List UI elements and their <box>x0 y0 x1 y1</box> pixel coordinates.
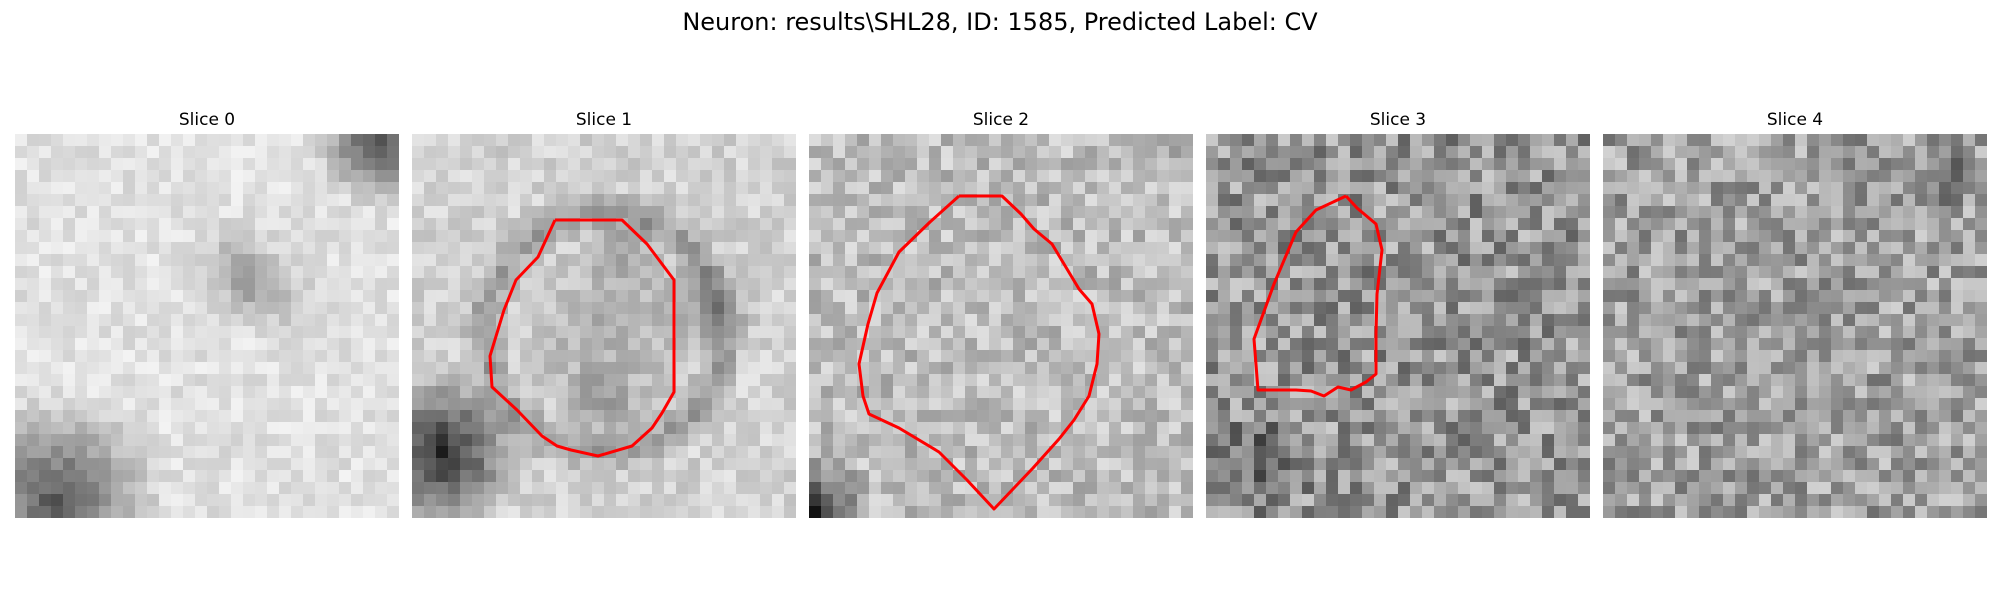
slice-canvas <box>809 134 1193 518</box>
panel-slice-2: Slice 2 <box>809 108 1193 518</box>
panel-title: Slice 3 <box>1369 110 1427 130</box>
panel-slice-0: Slice 0 <box>15 108 399 518</box>
panel-slice-3: Slice 3 <box>1206 108 1590 518</box>
slice-image <box>809 134 1193 518</box>
slice-image <box>1206 134 1590 518</box>
segmentation-contour <box>1252 194 1384 398</box>
slice-image <box>15 134 399 518</box>
panel-title: Slice 4 <box>1766 110 1824 130</box>
panel-title: Slice 2 <box>972 110 1030 130</box>
panel-slice-1: Slice 1 <box>412 108 796 518</box>
contour-line <box>488 218 676 458</box>
panel-title: Slice 1 <box>575 110 633 130</box>
segmentation-contour <box>488 218 676 458</box>
panel-slice-4: Slice 4 <box>1603 108 1987 518</box>
slice-canvas <box>15 134 399 518</box>
figure-title: Neuron: results\SHL28, ID: 1585, Predict… <box>682 8 1318 36</box>
contour-line <box>1252 194 1384 398</box>
contour-line <box>857 194 1101 511</box>
segmentation-contour <box>857 194 1101 511</box>
panel-title: Slice 0 <box>178 110 236 130</box>
slice-image <box>1603 134 1987 518</box>
slice-canvas <box>1206 134 1590 518</box>
slice-image <box>412 134 796 518</box>
slice-canvas <box>1603 134 1987 518</box>
